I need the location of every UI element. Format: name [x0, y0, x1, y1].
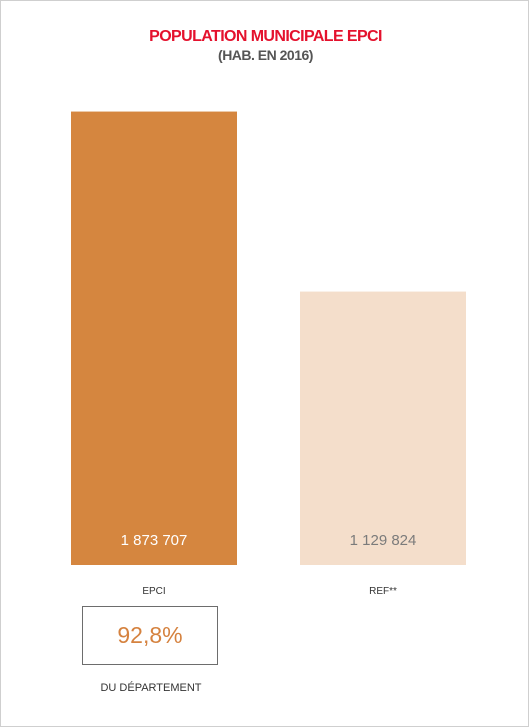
- bar-value-label: 1 873 707: [121, 532, 188, 549]
- department-share-box: 92,8%: [82, 606, 218, 665]
- bar-chart: 1 873 707 EPCI 1 129 824 REF**: [71, 111, 466, 597]
- chart-subtitle: (HAB. EN 2016): [218, 47, 313, 63]
- bar-value-label: 1 129 824: [350, 532, 417, 549]
- department-share-label: DU DÉPARTEMENT: [100, 682, 202, 694]
- category-label: EPCI: [142, 586, 165, 597]
- category-label: REF**: [369, 586, 397, 597]
- department-share-value: 92,8%: [117, 622, 183, 648]
- chart-title: POPULATION MUNICIPALE EPCI: [149, 28, 382, 45]
- bar-epci: [71, 111, 237, 566]
- bar-ref: [300, 291, 466, 565]
